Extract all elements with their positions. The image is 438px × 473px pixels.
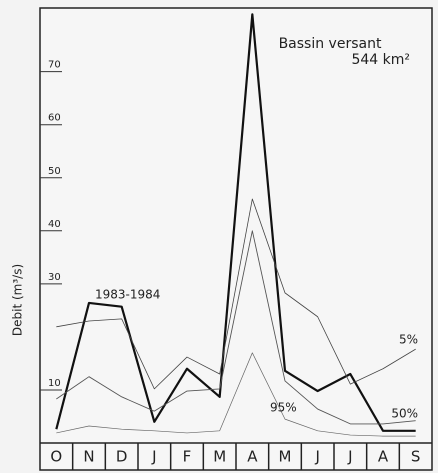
series-line bbox=[56, 230, 416, 425]
x-tick-label: D bbox=[116, 448, 128, 466]
x-tick-label: A bbox=[378, 448, 389, 466]
x-tick-label: N bbox=[83, 448, 94, 466]
x-tick-label: J bbox=[347, 448, 352, 466]
y-axis-label: Debit (m³/s) bbox=[11, 264, 25, 336]
x-tick-label: F bbox=[183, 448, 192, 466]
y-tick-label: 10 bbox=[48, 378, 61, 389]
x-tick-label: A bbox=[247, 448, 258, 466]
series-label: 1983-1984 bbox=[95, 288, 160, 302]
x-tick-label: O bbox=[50, 448, 62, 466]
series-label: 50% bbox=[391, 407, 418, 421]
series-line bbox=[56, 198, 416, 390]
x-tick-label: M bbox=[213, 448, 226, 466]
y-tick-label: 50 bbox=[48, 166, 61, 177]
y-tick-label: 40 bbox=[48, 219, 61, 230]
series-line bbox=[55, 13, 416, 432]
chart-subtitle: 544 km² bbox=[351, 52, 410, 68]
x-tick-label: J bbox=[314, 448, 319, 466]
x-tick-label: M bbox=[279, 448, 292, 466]
y-tick-label: 70 bbox=[48, 60, 61, 71]
series-label: 95% bbox=[270, 401, 297, 415]
series-label: 5% bbox=[399, 333, 418, 347]
y-tick-label: 30 bbox=[48, 272, 61, 283]
chart-title: Bassin versant bbox=[279, 36, 382, 52]
x-tick-label: J bbox=[151, 448, 156, 466]
frame bbox=[39, 7, 433, 471]
y-tick-label: 60 bbox=[48, 113, 61, 124]
series-line bbox=[56, 352, 416, 437]
x-tick-label: S bbox=[411, 448, 421, 466]
